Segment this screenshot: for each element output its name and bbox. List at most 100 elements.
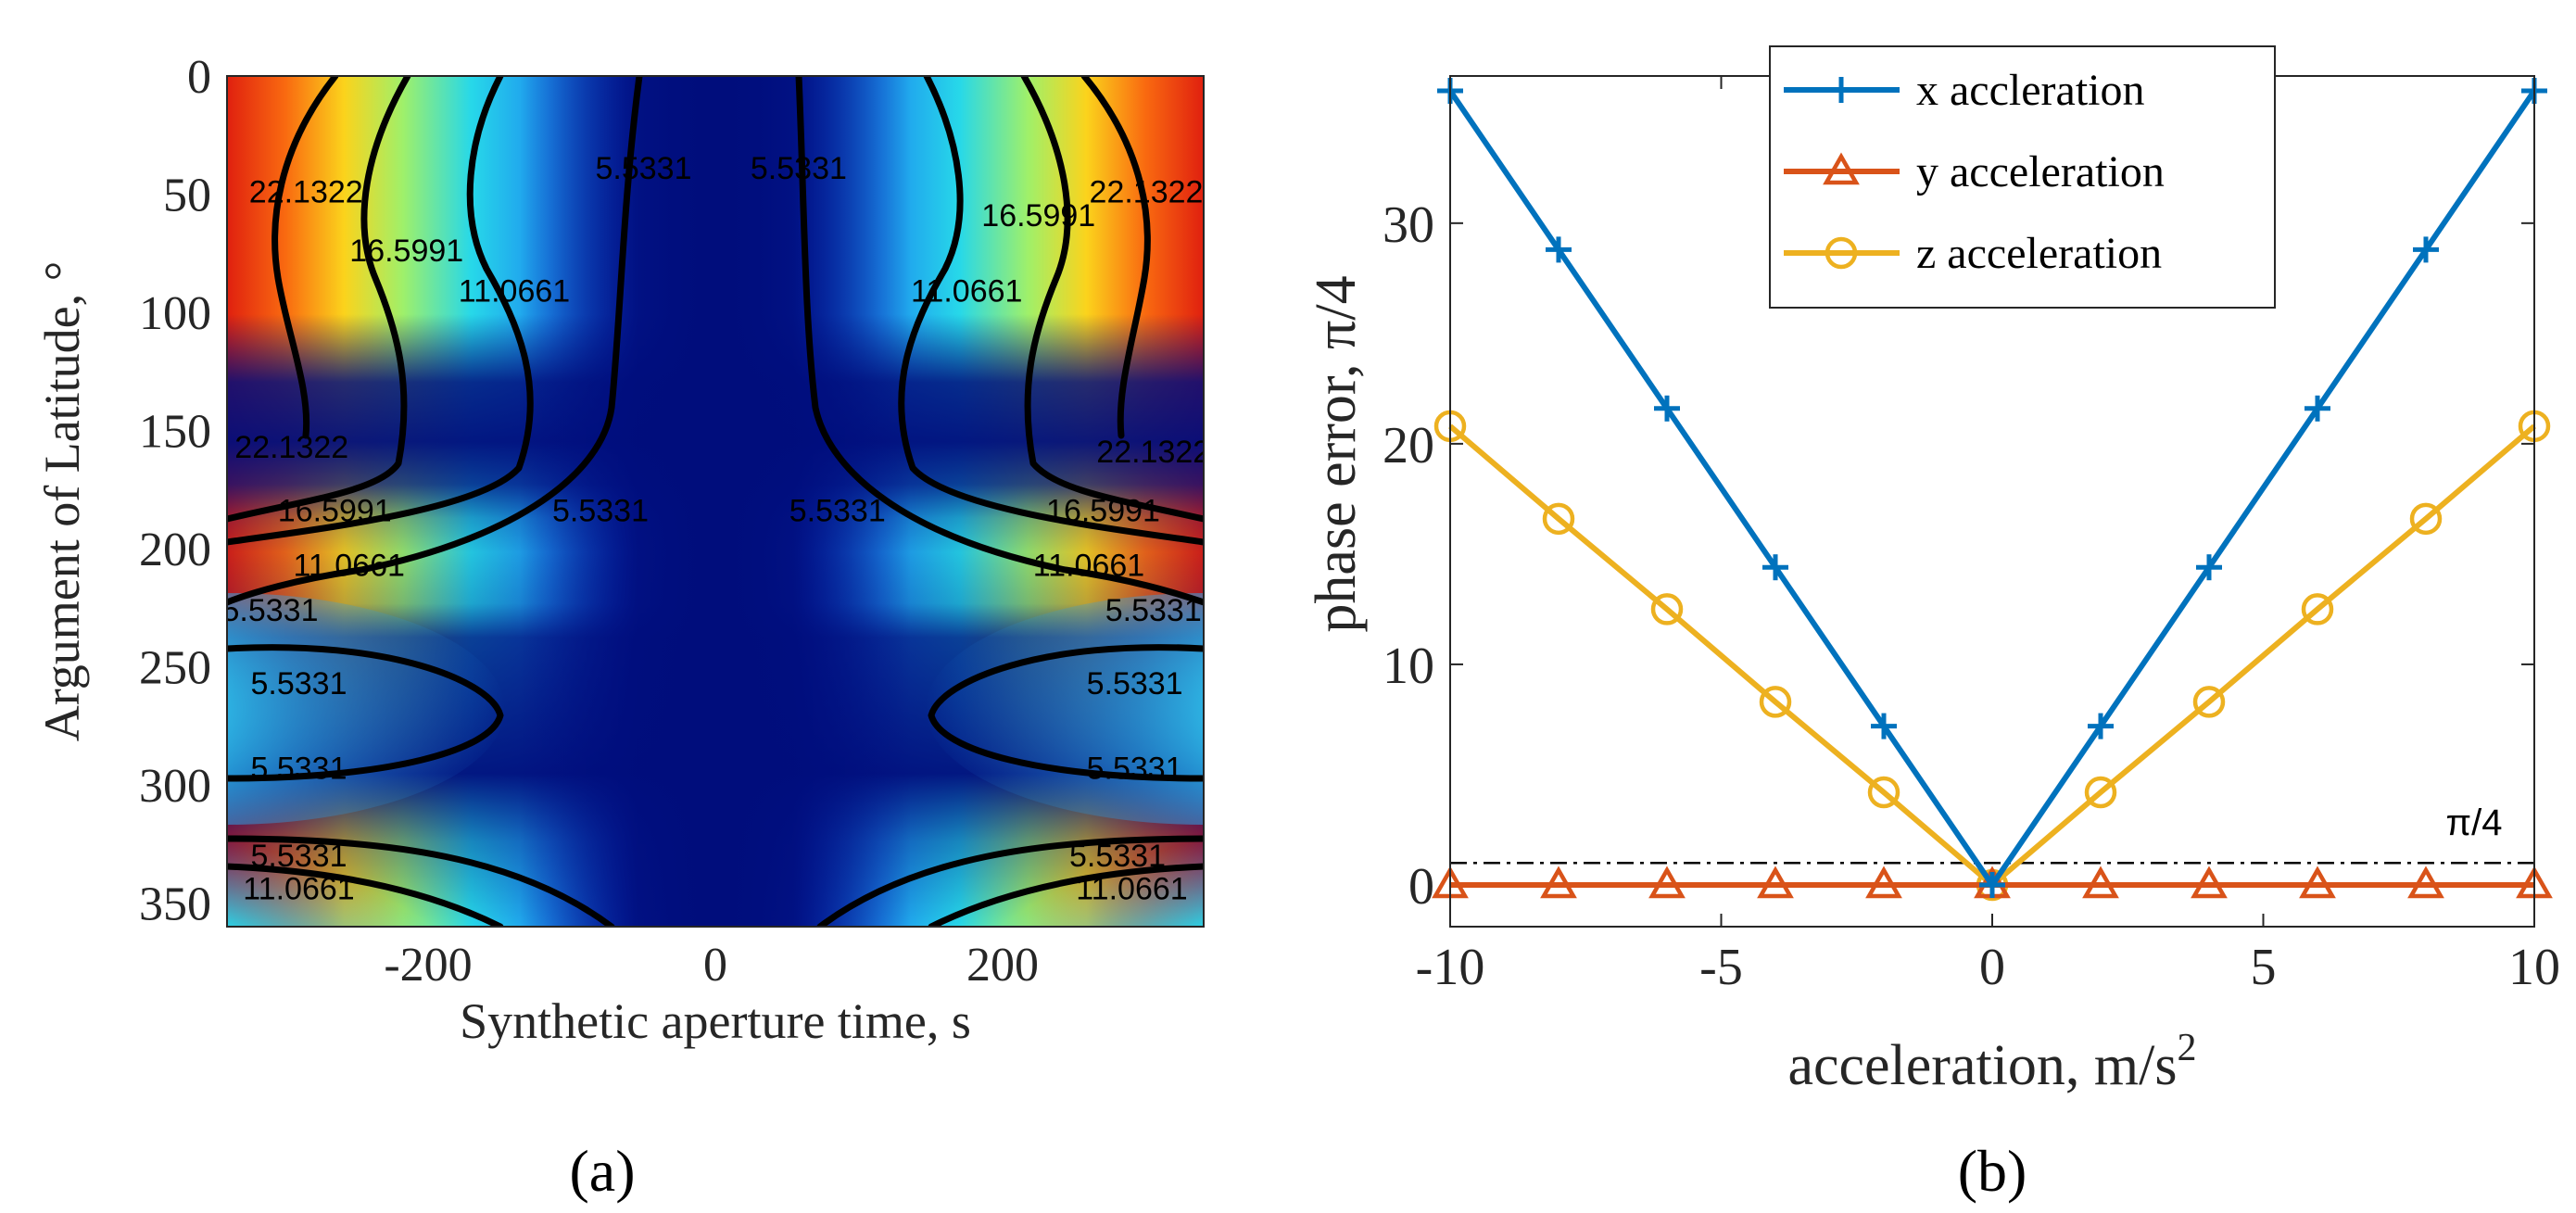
a-y-tick-label: 100: [139, 287, 211, 340]
contour-label: 5.5331: [751, 151, 847, 186]
panel-b-x-axis-label-text: acceleration, m/s: [1787, 1034, 2177, 1097]
legend-item: x accleration: [1784, 66, 2145, 115]
series-point: [2192, 686, 2226, 718]
legend-marker: [1823, 152, 1860, 185]
legend-marker: [1825, 236, 1858, 270]
series-point: [2299, 866, 2336, 899]
series-point: [2301, 593, 2334, 625]
heatmap-corner-bottom-left: [227, 806, 505, 927]
contour-label: 11.0661: [459, 274, 570, 310]
contour-label: 5.5331: [1087, 666, 1183, 701]
a-y-tick-label: 200: [139, 524, 211, 576]
contour-label: 16.5991: [349, 234, 463, 269]
series-point: [2084, 776, 2117, 809]
panel-b-y-axis-label: phase error, π/4: [1305, 275, 1368, 632]
panel-b-y-tick-labels: 0 10 20 30: [1383, 196, 1434, 916]
panel-b-x-axis-label-superscript: 2: [2178, 1027, 2197, 1069]
series-point: [2191, 866, 2228, 899]
b-y-tick-label: 0: [1408, 858, 1434, 916]
series-point: [2088, 713, 2114, 739]
contour-11-left-top: [227, 76, 534, 546]
a-x-tick-label: 0: [703, 939, 727, 992]
panel-a-x-axis-label: Synthetic aperture time, s: [460, 993, 971, 1049]
contour-label: 5.5331: [251, 752, 347, 787]
b-y-tick-label: 20: [1383, 417, 1434, 474]
a-y-tick-label: 0: [187, 51, 211, 104]
panel-b-x-tick-labels: -10 -5 0 5 10: [1416, 939, 2560, 996]
a-y-tick-label: 250: [139, 642, 211, 695]
contour-label: 22.1322: [1096, 435, 1210, 470]
contour-label: 22.1322: [234, 430, 348, 465]
heatmap-corner-bottom-right: [926, 806, 1204, 927]
legend-items: x accleration y acceleration z acceleratio…: [1784, 66, 2165, 278]
series-point: [2413, 236, 2439, 263]
series-point: [1542, 502, 1575, 536]
a-y-tick-label: 300: [139, 760, 211, 813]
panel-a-y-ticks: 0 50 100 150 200 250 300 350: [139, 51, 211, 931]
contour-label: 16.5991: [278, 494, 392, 529]
b-x-tick-label: 10: [2508, 939, 2560, 996]
heatmap-lobe-right: [926, 593, 1204, 825]
contour-5-right-bottom: [816, 835, 1204, 927]
b-y-tick-label: 30: [1383, 196, 1434, 254]
contour-11-right-bottom: [928, 863, 1204, 927]
a-y-tick-label: 350: [139, 878, 211, 931]
legend-label: z acceleration: [1916, 229, 2162, 278]
contour-5-left-lobe: [227, 644, 504, 782]
b-x-tick-label: 0: [1979, 939, 2005, 996]
contour-label: 22.1322: [249, 174, 363, 209]
contour-label: 5.5331: [251, 839, 347, 874]
contour-label: 5.5331: [789, 494, 886, 529]
series-point: [2407, 866, 2444, 899]
panel-a-x-ticks: -200 0 200: [384, 939, 1039, 992]
contour-5-left-bottom: [227, 835, 615, 927]
contour-label: 5.5331: [222, 593, 319, 628]
contour-22-left-top: [271, 76, 339, 439]
contour-label: 5.5331: [251, 666, 347, 701]
contour-label: 5.5331: [596, 151, 692, 186]
contour-label: 5.5331: [1087, 752, 1183, 787]
a-x-tick-label: 200: [966, 939, 1039, 992]
contour-22-right-top: [1080, 76, 1151, 439]
contour-label: 11.0661: [1076, 872, 1187, 907]
contour-lines: [227, 76, 1204, 927]
heatmap-lobe-left: [227, 593, 505, 825]
series-point: [1867, 776, 1900, 809]
contour-16-right-top: [1020, 76, 1204, 523]
panel-a-frame: [226, 75, 1205, 928]
contour-5-right-top: [795, 76, 1204, 606]
panel-label-a: (a): [569, 1138, 635, 1204]
series-point: [1757, 866, 1794, 899]
panel-a-y-axis-label: Argument of Latitude, °: [34, 261, 90, 741]
series-point: [1865, 866, 1902, 899]
series-point: [2082, 866, 2119, 899]
legend-marker: [1828, 77, 1854, 103]
b-x-tick-label: 5: [2251, 939, 2277, 996]
contour-label: 11.0661: [294, 548, 405, 583]
legend-label: x accleration: [1916, 66, 2145, 115]
contour-11-left-bottom: [227, 863, 504, 927]
panel-b-x-axis-label: acceleration, m/s2: [1787, 1027, 2196, 1097]
series-point: [1871, 713, 1897, 739]
contour-label: 16.5991: [1046, 494, 1160, 529]
series-point: [1979, 872, 2005, 898]
legend-item: y acceleration: [1784, 147, 2165, 196]
panel-label-b: (b): [1958, 1138, 2027, 1204]
contour-16-left-top: [227, 76, 411, 523]
contour-label: 11.0661: [911, 274, 1022, 310]
series-point: [1654, 395, 1680, 422]
series-point: [1540, 866, 1577, 899]
legend: x accleration y acceleration z acceleratio…: [1769, 45, 2276, 309]
contour-label: 22.1322: [1090, 174, 1204, 209]
contour-label: 5.5331: [1069, 839, 1166, 874]
a-y-tick-label: 50: [163, 170, 211, 222]
contour-5-right-lobe: [928, 644, 1204, 782]
series-point: [1759, 686, 1792, 718]
series-point: [2196, 554, 2222, 581]
reference-line-label: π/4: [2446, 802, 2503, 843]
b-x-tick-label: -10: [1416, 939, 1485, 996]
series-point: [2305, 395, 2330, 422]
